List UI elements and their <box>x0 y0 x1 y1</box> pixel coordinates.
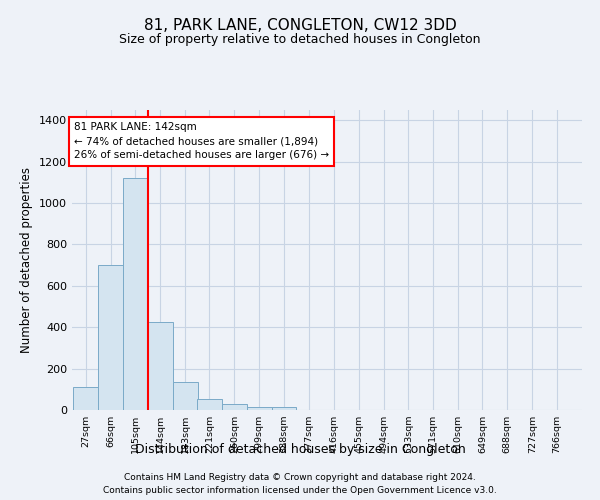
Text: Contains public sector information licensed under the Open Government Licence v3: Contains public sector information licen… <box>103 486 497 495</box>
Text: Size of property relative to detached houses in Congleton: Size of property relative to detached ho… <box>119 32 481 46</box>
Bar <box>247 407 272 410</box>
Bar <box>73 387 98 410</box>
Bar <box>272 407 296 410</box>
Y-axis label: Number of detached properties: Number of detached properties <box>20 167 34 353</box>
Text: 81 PARK LANE: 142sqm
← 74% of detached houses are smaller (1,894)
26% of semi-de: 81 PARK LANE: 142sqm ← 74% of detached h… <box>74 122 329 160</box>
Bar <box>222 404 247 410</box>
Bar <box>197 398 222 410</box>
Bar <box>123 178 148 410</box>
Text: Contains HM Land Registry data © Crown copyright and database right 2024.: Contains HM Land Registry data © Crown c… <box>124 474 476 482</box>
Bar <box>173 382 197 410</box>
Bar <box>148 322 173 410</box>
Text: 81, PARK LANE, CONGLETON, CW12 3DD: 81, PARK LANE, CONGLETON, CW12 3DD <box>143 18 457 32</box>
Bar <box>98 265 123 410</box>
Text: Distribution of detached houses by size in Congleton: Distribution of detached houses by size … <box>134 444 466 456</box>
